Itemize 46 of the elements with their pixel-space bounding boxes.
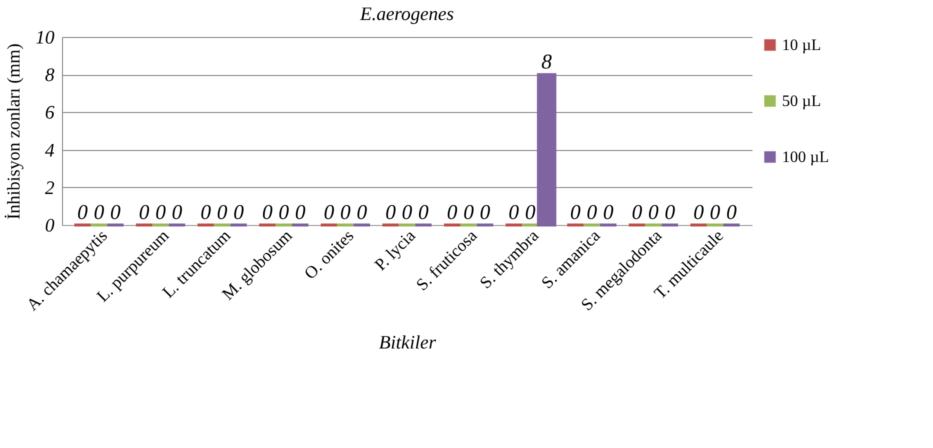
data-label: 0: [155, 200, 166, 224]
data-label: 0: [463, 200, 474, 224]
data-label: 0: [726, 200, 738, 224]
y-tick-label: 0: [45, 216, 55, 236]
y-tick-label: 6: [45, 102, 55, 124]
data-label: 0: [402, 200, 413, 224]
data-label: 0: [94, 200, 105, 224]
data-label: 0: [110, 200, 122, 224]
x-axis-title: Bitkiler: [379, 332, 437, 354]
data-label: 0: [340, 200, 352, 224]
data-label: 0: [77, 200, 88, 224]
legend-label: 50 µL: [782, 93, 821, 110]
data-label: 0: [446, 200, 458, 224]
data-label: 0: [508, 200, 520, 224]
data-label: 0: [262, 200, 274, 224]
data-label: 0: [586, 200, 598, 224]
y-tick-label: 4: [45, 140, 55, 162]
data-label: 0: [216, 200, 228, 224]
data-label: 0: [294, 200, 306, 224]
data-label: 8: [541, 50, 552, 74]
data-label: 0: [693, 200, 704, 224]
y-tick-label: 8: [45, 65, 55, 86]
chart-title: E.aerogenes: [359, 4, 454, 25]
data-label: 0: [480, 200, 491, 224]
data-label: 0: [278, 200, 290, 224]
data-label: 0: [324, 200, 335, 224]
data-label: 0: [603, 200, 614, 224]
legend-label: 10 µL: [782, 37, 821, 54]
data-label: 0: [138, 200, 150, 224]
x-tick-label: P. lycia: [370, 226, 420, 274]
data-label: 0: [233, 200, 244, 224]
y-axis-title: İnhibisyon zonları (mm): [4, 44, 24, 220]
legend-label: 100 µL: [782, 149, 829, 166]
data-label: 0: [200, 200, 212, 224]
data-label: 0: [710, 200, 721, 224]
data-label: 0: [632, 200, 643, 224]
data-label: 0: [172, 200, 183, 224]
data-label: 0: [524, 200, 536, 224]
y-tick-label: 2: [45, 178, 55, 199]
data-label: 0: [648, 200, 660, 224]
data-label: 0: [570, 200, 582, 224]
data-label: 0: [418, 200, 430, 224]
data-label: 0: [356, 200, 368, 224]
data-label: 0: [385, 200, 396, 224]
y-tick-label: 10: [36, 28, 55, 48]
data-label: 0: [664, 200, 676, 224]
